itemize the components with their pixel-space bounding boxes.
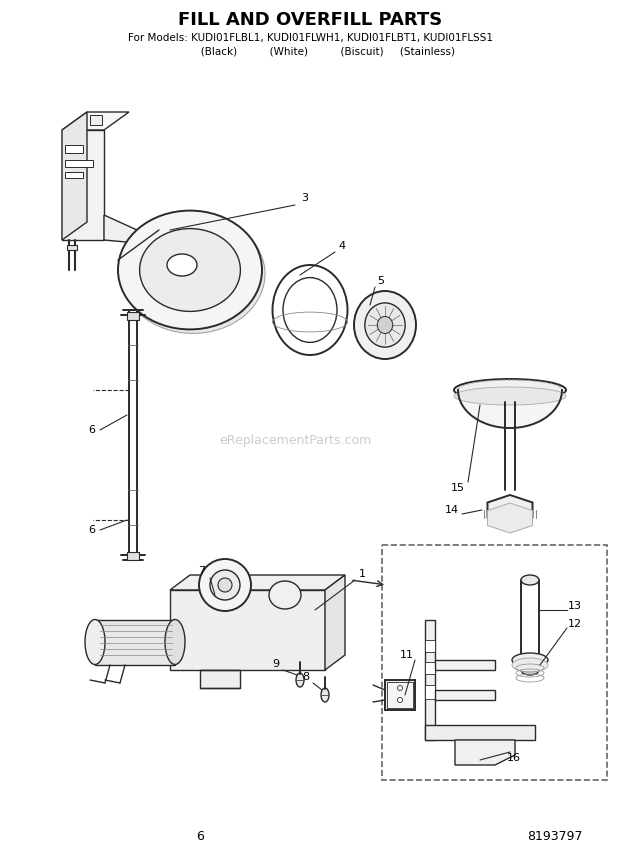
- Text: 6: 6: [89, 425, 95, 435]
- Text: eReplacementParts.com: eReplacementParts.com: [219, 433, 371, 447]
- Ellipse shape: [521, 575, 539, 585]
- Bar: [382, 545, 607, 780]
- Text: 16: 16: [507, 753, 521, 763]
- Ellipse shape: [283, 277, 337, 342]
- Polygon shape: [487, 495, 533, 525]
- Bar: [425, 640, 435, 652]
- Ellipse shape: [502, 505, 518, 515]
- Ellipse shape: [165, 620, 185, 664]
- Ellipse shape: [85, 620, 105, 664]
- Bar: [67, 245, 77, 250]
- Polygon shape: [170, 590, 325, 670]
- Polygon shape: [455, 740, 515, 765]
- Polygon shape: [170, 575, 345, 590]
- Ellipse shape: [210, 570, 240, 600]
- Polygon shape: [458, 390, 562, 428]
- Bar: [200, 670, 240, 688]
- Text: 9: 9: [272, 659, 280, 669]
- Text: 8: 8: [303, 672, 309, 682]
- Bar: [90, 115, 102, 125]
- Bar: [425, 662, 435, 674]
- Text: For Models: KUDI01FLBL1, KUDI01FLWH1, KUDI01FLBT1, KUDI01FLSS1: For Models: KUDI01FLBL1, KUDI01FLWH1, KU…: [128, 33, 492, 43]
- Bar: [435, 690, 495, 700]
- Bar: [425, 685, 435, 699]
- Bar: [65, 145, 83, 153]
- Polygon shape: [104, 215, 159, 245]
- Polygon shape: [62, 130, 104, 240]
- Polygon shape: [62, 112, 87, 240]
- Text: 12: 12: [568, 619, 582, 629]
- Text: 3: 3: [301, 193, 309, 203]
- Ellipse shape: [377, 317, 392, 334]
- Text: 5: 5: [378, 276, 384, 286]
- Ellipse shape: [365, 303, 405, 347]
- Ellipse shape: [354, 291, 416, 359]
- Text: 7: 7: [198, 566, 206, 576]
- Ellipse shape: [397, 686, 402, 691]
- Ellipse shape: [296, 673, 304, 687]
- Bar: [65, 160, 93, 167]
- Ellipse shape: [140, 229, 241, 312]
- Ellipse shape: [521, 665, 539, 675]
- Text: 1: 1: [358, 569, 366, 579]
- Text: 15: 15: [451, 483, 465, 493]
- Ellipse shape: [273, 265, 347, 355]
- Bar: [385, 680, 415, 710]
- Ellipse shape: [269, 581, 301, 609]
- Ellipse shape: [454, 379, 566, 401]
- Bar: [387, 682, 413, 708]
- Text: 8193797: 8193797: [527, 829, 583, 842]
- Bar: [425, 620, 435, 740]
- Bar: [65, 172, 83, 178]
- Ellipse shape: [121, 215, 265, 333]
- Polygon shape: [325, 575, 345, 670]
- Ellipse shape: [199, 559, 251, 611]
- Polygon shape: [487, 503, 533, 533]
- Text: 6: 6: [89, 525, 95, 535]
- Text: (Black)          (White)          (Biscuit)     (Stainless): (Black) (White) (Biscuit) (Stainless): [165, 46, 455, 56]
- Ellipse shape: [167, 254, 197, 276]
- Text: FILL AND OVERFILL PARTS: FILL AND OVERFILL PARTS: [178, 11, 442, 29]
- Bar: [127, 312, 139, 320]
- Polygon shape: [62, 112, 129, 130]
- Text: 13: 13: [568, 601, 582, 611]
- Bar: [425, 725, 535, 740]
- Text: 4: 4: [339, 241, 345, 251]
- Ellipse shape: [512, 658, 548, 672]
- Text: 14: 14: [445, 505, 459, 515]
- Ellipse shape: [397, 698, 402, 703]
- Text: 6: 6: [196, 829, 204, 842]
- Bar: [95, 620, 175, 665]
- Bar: [127, 552, 139, 560]
- Ellipse shape: [512, 653, 548, 667]
- Bar: [435, 660, 495, 670]
- Ellipse shape: [118, 211, 262, 330]
- Ellipse shape: [218, 578, 232, 592]
- Ellipse shape: [321, 688, 329, 702]
- Text: 11: 11: [400, 650, 414, 660]
- Ellipse shape: [454, 387, 566, 405]
